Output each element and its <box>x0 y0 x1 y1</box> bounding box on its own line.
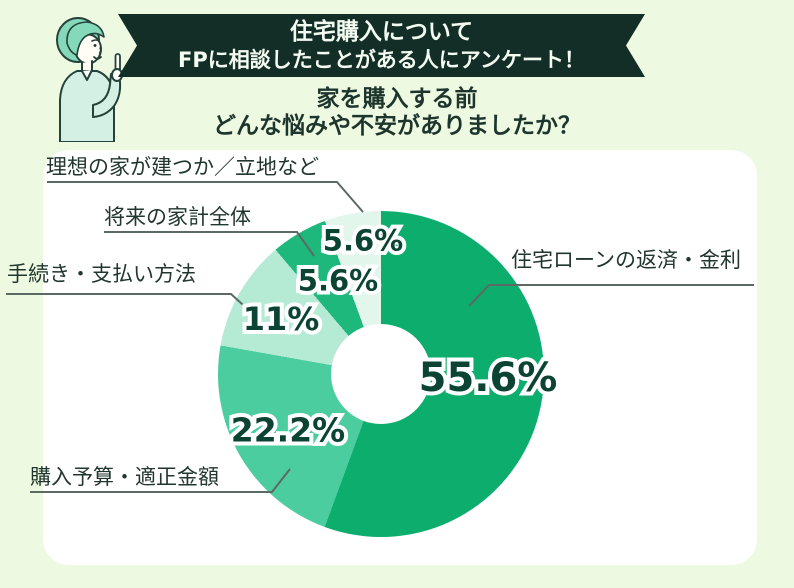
hair-fringe <box>66 21 105 56</box>
mouth <box>93 56 102 60</box>
label-budget: 購入予算・適正金額 <box>30 465 219 489</box>
value-label-budget-outline: 22.2% <box>227 410 349 451</box>
raised-arm <box>92 72 122 118</box>
header-ribbon: 住宅購入について FPに相談したことがある人にアンケート！ <box>118 14 645 77</box>
value-label-future-finances: 5.6% 5.6% <box>294 262 382 299</box>
value-label-ideal-home-outline: 5.6% <box>319 222 407 259</box>
value-label-procedures-outline: 11% <box>239 299 324 339</box>
label-ideal-home: 理想の家が建つか／立地など <box>46 155 319 179</box>
collar <box>81 69 93 81</box>
ribbon-subtitle: FPに相談したことがある人にアンケート！ <box>178 47 585 72</box>
question-line-1: 家を購入する前 <box>316 86 478 112</box>
eye <box>93 44 97 47</box>
woman-pointing-illustration <box>56 17 123 142</box>
value-label-loan: 55.6% 55.6% <box>415 354 562 402</box>
value-label-ideal-home: 5.6% 5.6% <box>319 222 407 259</box>
value-label-budget: 22.2% 22.2% <box>227 410 349 451</box>
donut-hole <box>331 324 431 424</box>
question-line-2: どんな悩みや不安がありましたか？ <box>213 113 581 139</box>
label-loan: 住宅ローンの返済・金利 <box>511 248 741 272</box>
nose <box>98 47 102 54</box>
value-label-loan-outline: 55.6% <box>415 354 562 402</box>
value-label-procedures: 11% 11% <box>239 299 324 339</box>
value-label-future-finances-outline: 5.6% <box>294 262 382 299</box>
label-procedures: 手続き・支払い方法 <box>7 262 196 286</box>
ribbon-title: 住宅購入について <box>289 18 474 45</box>
eyebrow <box>91 39 100 42</box>
label-future-finances: 将来の家計全体 <box>104 205 251 229</box>
